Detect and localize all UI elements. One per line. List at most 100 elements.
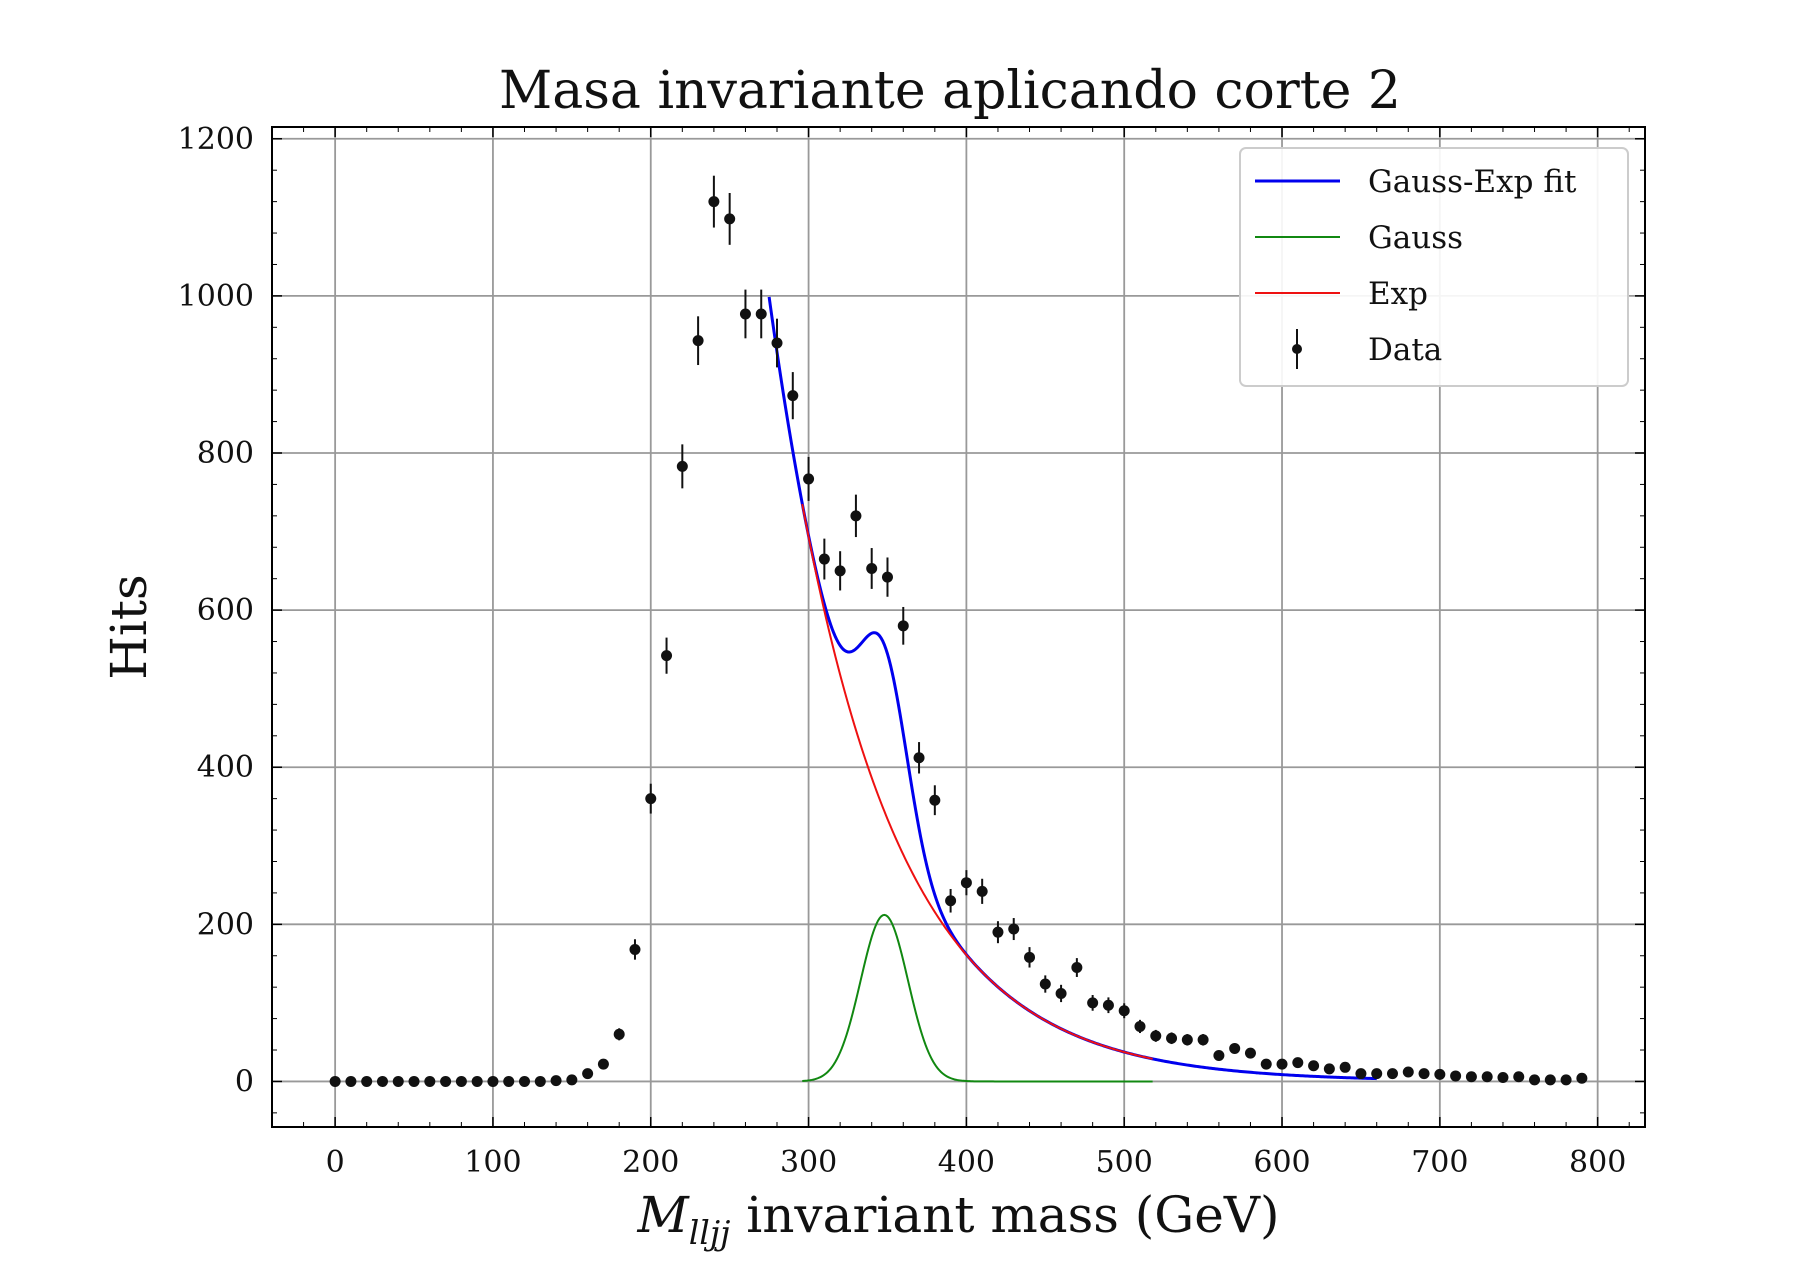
data-point (1308, 1060, 1320, 1072)
data-point (1039, 978, 1051, 990)
data-point (1481, 1071, 1493, 1083)
data-point (1371, 1068, 1383, 1080)
data-point (945, 895, 957, 907)
y-tick-label: 800 (197, 436, 254, 471)
exp-curve (801, 503, 1153, 1060)
data-point (1450, 1070, 1462, 1082)
data-point (1008, 923, 1020, 935)
x-axis-label-rest: invariant mass (GeV) (730, 1186, 1279, 1244)
fit-curves (767, 296, 1377, 1083)
data-point (408, 1075, 420, 1087)
data-point (834, 565, 846, 577)
data-point (1465, 1071, 1477, 1083)
data-point (676, 460, 688, 472)
data-point (850, 510, 862, 522)
data-point (1323, 1063, 1335, 1075)
data-point (487, 1075, 499, 1087)
data-point (1513, 1071, 1525, 1083)
x-tick-label: 600 (1253, 1145, 1310, 1180)
data-point (471, 1075, 483, 1087)
legend-entry-data: Data (1292, 329, 1442, 369)
data-point (629, 943, 641, 955)
data-point (976, 885, 988, 897)
y-axis-label: Hits (100, 574, 158, 679)
legend-entry-fit: Gauss-Exp fit (1255, 164, 1577, 200)
data-point (1544, 1074, 1556, 1086)
data-point (1560, 1074, 1572, 1086)
data-point (550, 1075, 562, 1087)
data-point (1134, 1020, 1146, 1032)
y-tick-label: 0 (235, 1064, 254, 1099)
data-point (881, 571, 893, 583)
data-point (455, 1075, 467, 1087)
x-tick-label: 0 (326, 1145, 345, 1180)
data-point (503, 1075, 515, 1087)
data-point (771, 337, 783, 349)
data-point (1024, 951, 1036, 963)
data-series (329, 175, 1588, 1087)
plot-frame (271, 126, 1646, 1128)
data-point (392, 1075, 404, 1087)
x-tick-label: 200 (622, 1145, 679, 1180)
data-point (1276, 1058, 1288, 1070)
data-point (613, 1028, 625, 1040)
data-point (1260, 1058, 1272, 1070)
data-point (424, 1075, 436, 1087)
data-point (1529, 1074, 1541, 1086)
data-point (1102, 999, 1114, 1011)
data-point (1229, 1042, 1241, 1054)
data-point (1402, 1066, 1414, 1078)
data-point (1355, 1068, 1367, 1080)
data-point (1292, 1057, 1304, 1069)
data-point (661, 650, 673, 662)
gauss-curve (802, 913, 1153, 1083)
legend-box (1239, 147, 1629, 387)
data-point (566, 1074, 578, 1086)
data-point (1244, 1047, 1256, 1059)
data-point (803, 473, 815, 485)
data-point (739, 308, 751, 320)
data-point (1434, 1068, 1446, 1080)
data-point (960, 877, 972, 889)
legend-entry-exp: Exp (1255, 276, 1428, 312)
x-tick-label: 500 (1096, 1145, 1153, 1180)
legend: Gauss-Exp fit Gauss Exp Data (1239, 147, 1629, 387)
data-point (692, 335, 704, 347)
data-point (345, 1075, 357, 1087)
data-point (1213, 1050, 1225, 1062)
data-point (1418, 1068, 1430, 1080)
data-point (992, 926, 1004, 938)
data-point (519, 1075, 531, 1087)
chart-title: Masa invariante aplicando corte 2 (499, 61, 1401, 121)
x-axis-label-symbol: M (637, 1186, 691, 1244)
data-point (818, 553, 830, 565)
legend-label-gauss: Gauss (1368, 220, 1463, 256)
x-tick-label: 300 (780, 1145, 837, 1180)
y-tick-label: 1200 (178, 122, 254, 157)
data-point (440, 1075, 452, 1087)
data-point (1150, 1030, 1162, 1042)
data-point (1386, 1068, 1398, 1080)
x-tick-label: 700 (1411, 1145, 1468, 1180)
data-point (724, 213, 736, 225)
data-point (534, 1075, 546, 1087)
data-point (1576, 1072, 1588, 1084)
data-point (1071, 962, 1083, 974)
data-point (866, 562, 878, 574)
data-point (708, 196, 720, 208)
data-point (1087, 997, 1099, 1009)
grid (272, 127, 1645, 1127)
data-point (787, 390, 799, 402)
data-point (1166, 1032, 1178, 1044)
x-tick-label: 400 (938, 1145, 995, 1180)
data-point (1118, 1005, 1130, 1017)
y-tick-label: 600 (197, 593, 254, 628)
data-point (929, 794, 941, 806)
data-point (1055, 987, 1067, 999)
x-tick-label: 800 (1569, 1145, 1626, 1180)
data-point (913, 752, 925, 764)
legend-label-data: Data (1368, 332, 1442, 368)
legend-entry-gauss: Gauss (1255, 220, 1463, 256)
data-point (1497, 1072, 1509, 1084)
